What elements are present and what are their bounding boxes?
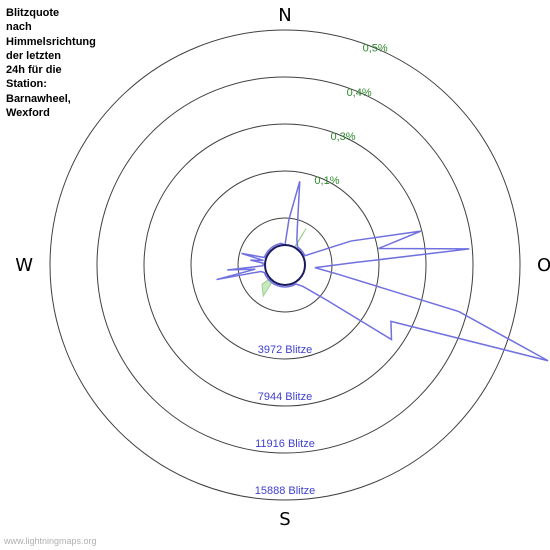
pct-label: 0,5% xyxy=(363,43,388,55)
cardinal-w: W xyxy=(15,255,33,276)
cardinal-s: S xyxy=(279,509,290,530)
pct-label: 0,1% xyxy=(314,175,339,187)
pct-label: 0,4% xyxy=(347,87,372,99)
cardinal-e: O xyxy=(537,255,550,276)
blitz-label: 3972 Blitze xyxy=(258,344,312,356)
blitz-label: 7944 Blitze xyxy=(258,391,312,403)
blitz-label: 15888 Blitze xyxy=(255,485,316,497)
cardinal-n: N xyxy=(278,5,291,26)
pct-label: 0,3% xyxy=(330,131,355,143)
polar-chart: N S O W 0,1% 0,3% 0,4% 0,5% 3972 Blitze 7944 Blit… xyxy=(0,0,550,550)
blitz-label: 11916 Blitze xyxy=(255,438,315,450)
